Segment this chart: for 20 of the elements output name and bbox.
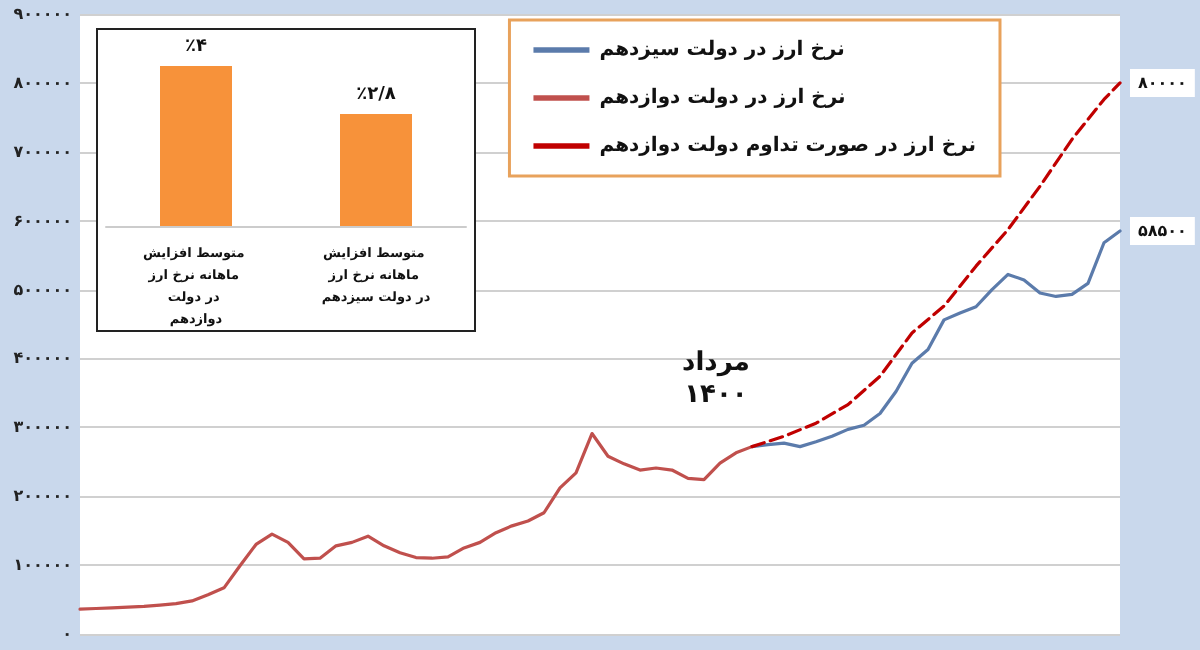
y-tick-label: ۷۰۰۰۰۰: [13, 142, 72, 161]
data-label: ٪۴: [185, 37, 208, 57]
y-tick-label: ۳۰۰۰۰۰: [13, 418, 72, 437]
y-tick-label: ۸۰۰۰۰۰: [13, 73, 72, 92]
line-series: [78, 431, 754, 611]
text: ۵۸۵۰۰: [1138, 222, 1187, 240]
line-series: [750, 229, 1122, 449]
y-tick-label: ۵۰۰۰۰۰: [13, 280, 72, 299]
legend-label: نرخ ارز در صورت تداوم دولت دوازدهم: [599, 135, 977, 157]
y-tick-label: ۱۰۰۰۰۰: [13, 556, 72, 575]
y-tick-label: ۴۰۰۰۰۰: [13, 349, 72, 368]
y-tick-label: ۰: [62, 625, 72, 643]
y-tick-label: ۹۰۰۰۰۰: [13, 5, 72, 23]
legend-label: نرخ ارز در دولت دوازدهم: [599, 87, 846, 109]
text: ۸۰۰۰۰: [1138, 73, 1187, 92]
y-tick-label: ۲۰۰۰۰۰: [13, 487, 72, 506]
annotation: مرداد ۱۴۰۰: [682, 347, 750, 410]
legend-label: نرخ ارز در دولت سیزدهم: [599, 39, 845, 61]
data-label: ٪۲/۸: [356, 85, 397, 105]
y-tick-label: ۶۰۰۰۰۰: [13, 211, 72, 230]
